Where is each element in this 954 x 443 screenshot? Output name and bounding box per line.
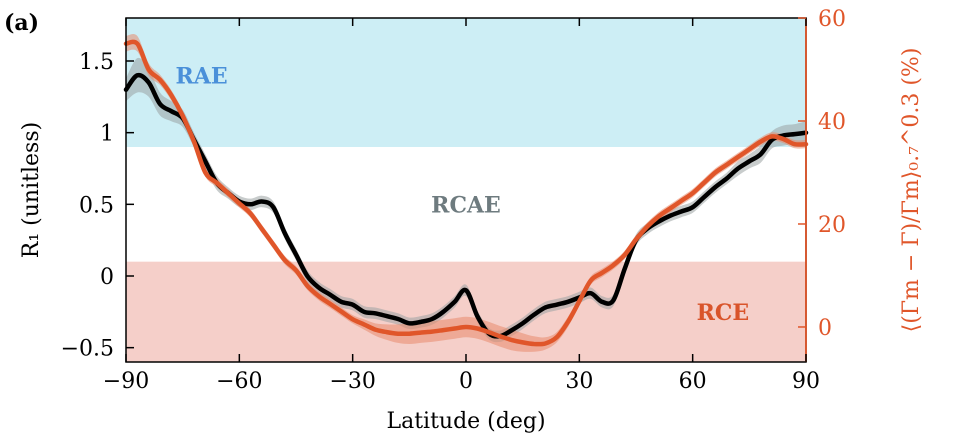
y2-axis-title: ⟨(Γm − Γ)/Γm⟩₀.₇^0.3 (%) [899, 48, 924, 333]
y2-tick-label: 0 [818, 316, 832, 341]
series-lines [123, 39, 809, 347]
y-tick-label: 1.5 [79, 50, 114, 75]
y-tick-label: −0.5 [61, 337, 114, 362]
panel-label: (a) [4, 10, 39, 36]
y2-tick-label: 20 [818, 213, 846, 238]
region-rce [126, 261, 806, 362]
y-axis-title: R₁ (unitless) [19, 122, 44, 258]
y2-tick-label: 60 [818, 7, 846, 32]
region-rae [126, 18, 806, 147]
region-label-rce: RCE [697, 300, 750, 326]
x-tick-label: 60 [679, 369, 707, 394]
region-labels: RAE RCAE RCE [175, 63, 749, 326]
x-tick-label: 90 [792, 369, 820, 394]
axes: −90 −60 −30 0 30 60 90 −0.5 0 0.5 1 1.5 0 20 40 60 [61, 7, 846, 394]
y-tick-label: 0 [100, 265, 114, 290]
y-tick-label: 0.5 [79, 193, 114, 218]
x-tick-label: −60 [216, 369, 262, 394]
x-tick-label: −90 [103, 369, 149, 394]
series-1-line [123, 39, 809, 347]
x-tick-label: 30 [565, 369, 593, 394]
y2-tick-label: 40 [818, 110, 846, 135]
y-tick-label: 1 [100, 122, 114, 147]
x-axis-title: Latitude (deg) [386, 409, 545, 434]
x-tick-label: 0 [459, 369, 473, 394]
region-label-rae: RAE [175, 63, 227, 89]
x-tick-label: −30 [329, 369, 375, 394]
region-label-rcae: RCAE [431, 192, 501, 218]
